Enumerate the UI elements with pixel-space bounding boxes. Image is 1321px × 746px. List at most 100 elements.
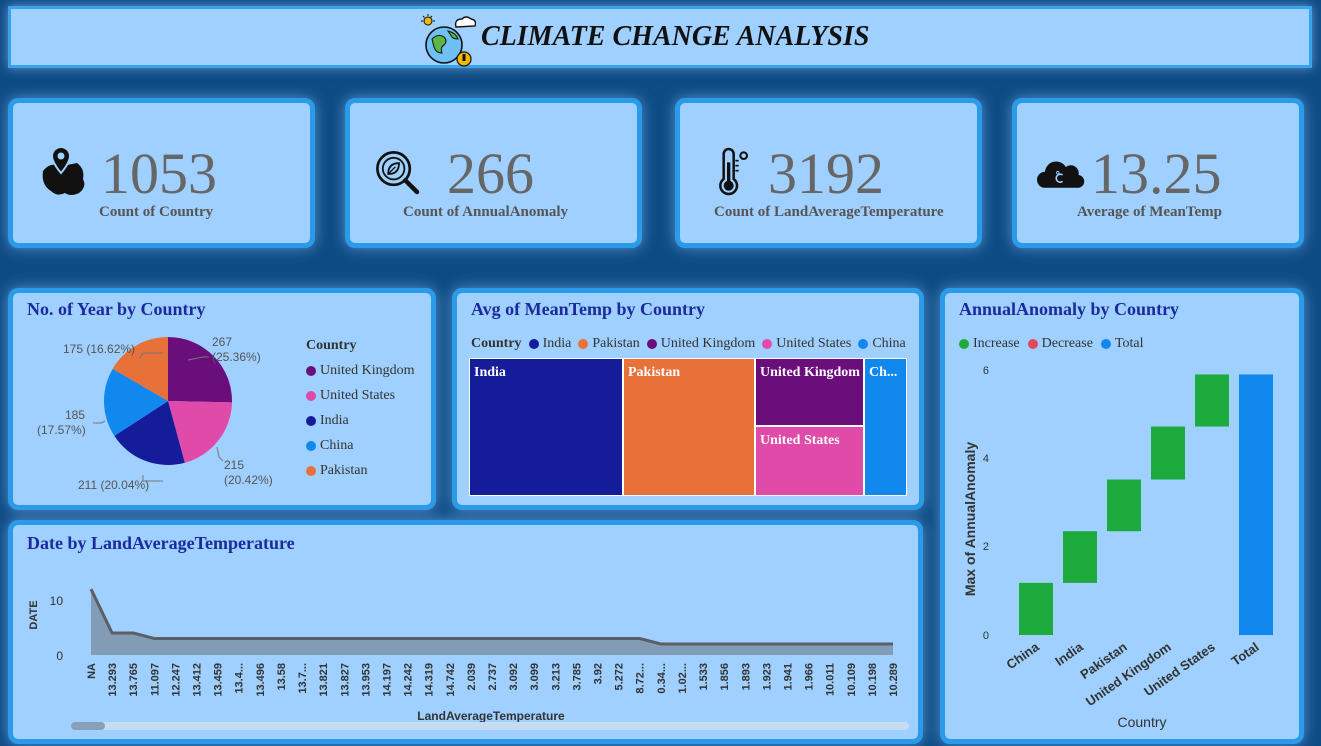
- kpi-value: 266: [447, 141, 534, 206]
- y-tick: 0: [983, 630, 989, 642]
- legend-item-china[interactable]: China: [858, 336, 906, 352]
- kpi-card-land-avg-temp[interactable]: 3192 Count of LandAverageTemperature: [675, 98, 982, 248]
- legend-item-us[interactable]: United States: [306, 388, 415, 404]
- legend-item-uk[interactable]: United Kingdom: [646, 336, 756, 352]
- treemap-legend-title: Country: [471, 336, 522, 351]
- treemap-tile-uk[interactable]: United Kingdom: [755, 358, 864, 426]
- legend-item-us[interactable]: United States: [762, 336, 851, 352]
- legend-dot: [306, 416, 316, 426]
- x-tick-label: 0.34...: [656, 663, 668, 694]
- treemap-tile-india[interactable]: India: [469, 358, 623, 496]
- x-tick-label: 1.941: [782, 663, 794, 691]
- treemap: India Pakistan United Kingdom United Sta…: [469, 358, 909, 496]
- pie-slice-us[interactable]: [168, 401, 232, 463]
- x-tick-label: 10.198: [867, 663, 879, 697]
- treemap-tile-pakistan[interactable]: Pakistan: [623, 358, 755, 496]
- treemap-tile-label: United Kingdom: [760, 365, 860, 380]
- pie-chart: 267 (25.36%) 215 (20.42%) 211 (20.04%) 1…: [37, 335, 273, 492]
- legend-dot: [1027, 339, 1038, 349]
- kpi-card-annual-anomaly[interactable]: 266 Count of AnnualAnomaly: [345, 98, 642, 248]
- legend-label: Pakistan: [320, 463, 368, 478]
- legend-item-pakistan[interactable]: Pakistan: [578, 336, 640, 352]
- legend-item-total[interactable]: Total: [1100, 336, 1144, 352]
- legend-label: United Kingdom: [660, 336, 756, 351]
- waterfall-bar[interactable]: [1107, 479, 1141, 532]
- waterfall-bar[interactable]: [1151, 426, 1185, 480]
- treemap-panel[interactable]: Avg of MeanTemp by Country Country India…: [452, 288, 924, 510]
- treemap-tile-label: United States: [760, 433, 840, 448]
- legend-label: United States: [320, 388, 396, 403]
- x-tick-label: 13.293: [107, 663, 119, 697]
- page-title: CLIMATE CHANGE ANALYSIS: [481, 21, 870, 52]
- y-tick: 6: [983, 365, 989, 377]
- climate-globe-icon: [421, 14, 476, 67]
- x-tick-label: 3.785: [571, 663, 583, 691]
- area-chart-panel[interactable]: Date by LandAverageTemperature DATE 10 0…: [8, 520, 923, 744]
- kpi-label: Count of Country: [99, 204, 214, 220]
- x-tick-label: 2.039: [466, 663, 478, 691]
- treemap-tile-china[interactable]: Ch...: [864, 358, 907, 496]
- legend-item-india[interactable]: India: [306, 413, 415, 429]
- waterfall-bar[interactable]: [1239, 374, 1273, 635]
- pie-slice-uk[interactable]: [168, 337, 232, 403]
- x-tick-label: 13.412: [192, 663, 204, 697]
- x-tick-label: 10.289: [888, 663, 900, 697]
- legend-item-uk[interactable]: United Kingdom: [306, 363, 415, 379]
- area-x-axis-label: LandAverageTemperature: [417, 709, 565, 723]
- x-tick-label: 13.459: [213, 663, 225, 697]
- kpi-value: 13.25: [1091, 141, 1222, 206]
- thermometer-icon: [719, 147, 749, 196]
- waterfall-panel[interactable]: AnnualAnomaly by Country Increase Decrea…: [940, 288, 1304, 744]
- waterfall-bar[interactable]: [1019, 582, 1053, 635]
- kpi-card-mean-temp[interactable]: 13.25 Average of MeanTemp: [1012, 98, 1304, 248]
- x-tick-label: 12.247: [170, 663, 182, 697]
- x-tick-label: 3.92: [593, 663, 605, 684]
- y-tick: 4: [983, 453, 989, 465]
- pie-chart-panel[interactable]: No. of Year by Country 267 (25.36%) 215 …: [8, 288, 436, 510]
- legend-item-decrease[interactable]: Decrease: [1027, 336, 1093, 352]
- waterfall-chart: Max of AnnualAnomaly 0 2 4 6 China IndiaP…: [962, 365, 1273, 730]
- leaf-search-icon: [376, 151, 420, 195]
- horizontal-scrollbar-track[interactable]: [71, 722, 909, 730]
- x-tick-label: 1.923: [761, 663, 773, 691]
- x-tick-label: 11.097: [149, 663, 161, 696]
- treemap-tile-us[interactable]: United States: [755, 426, 864, 496]
- kpi-card-country[interactable]: 1053 Count of Country: [8, 98, 315, 248]
- title-bar: CLIMATE CHANGE ANALYSIS: [8, 6, 1312, 68]
- kpi-label: Count of AnnualAnomaly: [403, 204, 569, 220]
- kpi-value: 1053: [101, 141, 217, 206]
- treemap-tile-label: Ch...: [869, 365, 898, 380]
- horizontal-scrollbar-thumb[interactable]: [71, 722, 105, 730]
- x-tick-label: 5.272: [614, 663, 626, 691]
- area-line: [89, 588, 893, 646]
- x-tick-label: 3.213: [550, 663, 562, 691]
- x-tick-label: 13.496: [255, 663, 267, 697]
- x-tick-label: 3.092: [508, 663, 520, 691]
- legend-dot: [646, 339, 657, 349]
- x-tick-label: 13.4...: [234, 663, 246, 694]
- pie-legend: Country United Kingdom United States Ind…: [306, 338, 415, 479]
- pie-slice-india[interactable]: [114, 401, 185, 465]
- y-tick: 2: [983, 541, 989, 553]
- legend-dot: [306, 441, 316, 451]
- pie-label-pakistan: 175 (16.62%): [63, 342, 135, 356]
- pie-label-uk-pct: (25.36%): [212, 350, 261, 364]
- legend-label: Total: [1114, 336, 1144, 351]
- legend-item-pakistan[interactable]: Pakistan: [306, 463, 415, 479]
- pie-slice-china[interactable]: [104, 368, 168, 436]
- legend-item-increase[interactable]: Increase: [959, 336, 1020, 352]
- pie-label-china-pct: (17.57%): [37, 423, 86, 437]
- legend-label: India: [320, 413, 349, 428]
- area-chart-title: Date by LandAverageTemperature: [27, 533, 295, 553]
- x-tick-label: NA: [86, 663, 98, 679]
- legend-dot: [578, 339, 589, 349]
- legend-dot: [1100, 339, 1111, 349]
- waterfall-bar[interactable]: [1195, 374, 1229, 427]
- legend-item-india[interactable]: India: [528, 336, 572, 352]
- waterfall-x-axis-label: Country: [1117, 714, 1166, 730]
- treemap-title: Avg of MeanTemp by Country: [471, 299, 706, 319]
- legend-item-china[interactable]: China: [306, 438, 415, 454]
- kpi-label: Average of MeanTemp: [1077, 204, 1222, 220]
- legend-label: India: [542, 336, 572, 351]
- waterfall-bar[interactable]: [1063, 531, 1097, 583]
